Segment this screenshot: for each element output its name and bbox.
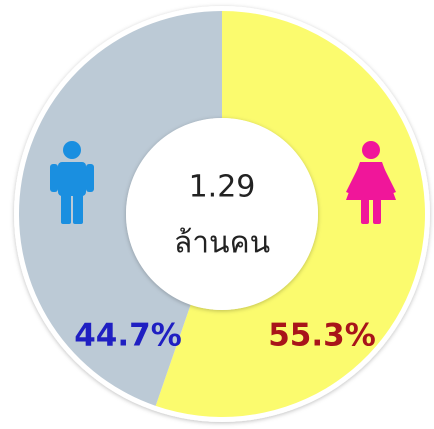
center-unit: ล้านคน (174, 226, 270, 261)
slices (18, 11, 425, 417)
donut-hole (126, 118, 318, 310)
center-value: 1.29 (189, 170, 256, 205)
value-label: 44.7% (74, 318, 182, 354)
slice (155, 11, 425, 417)
male-icon (50, 141, 94, 224)
female-icon (346, 141, 396, 224)
slice (18, 11, 223, 406)
value-label: 55.3% (268, 318, 376, 354)
